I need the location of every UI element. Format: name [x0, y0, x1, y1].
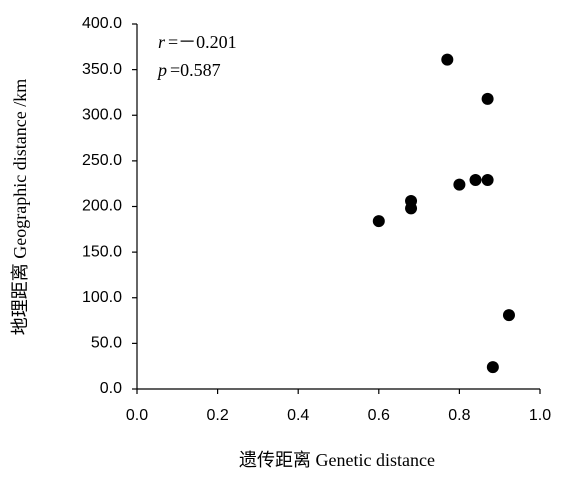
data-point: [441, 53, 454, 66]
annotation: r =－0.201: [158, 32, 237, 52]
data-point: [453, 178, 466, 191]
x-tick-label: 0.0: [126, 407, 148, 424]
annotation-text: =0.587: [170, 60, 221, 80]
data-point: [502, 309, 515, 322]
y-tick-label: 200.0: [82, 198, 122, 215]
data-point: [405, 202, 418, 215]
annotation-symbol: p: [156, 60, 167, 80]
x-tick-label: 1.0: [529, 407, 551, 424]
annotation: p =0.587: [156, 60, 221, 80]
y-tick-label: 300.0: [82, 106, 122, 123]
y-tick-label: 0.0: [100, 380, 122, 397]
x-tick-label: 0.8: [448, 407, 470, 424]
y-tick-label: 100.0: [82, 289, 122, 306]
data-point: [481, 92, 494, 105]
annotation-text: =－0.201: [168, 32, 237, 52]
data-point: [481, 174, 494, 187]
y-tick-label: 50.0: [91, 335, 122, 352]
y-axis-label: 地理距离 Geographic distance /km: [10, 79, 30, 335]
y-tick-label: 400.0: [82, 15, 122, 32]
data-point: [469, 174, 482, 187]
x-tick-label: 0.2: [206, 407, 228, 424]
annotation-symbol: r: [158, 32, 166, 52]
x-tick-label: 0.4: [287, 407, 309, 424]
data-point: [372, 215, 385, 228]
y-tick-label: 150.0: [82, 243, 122, 260]
x-axis-label: 遗传距离 Genetic distance: [239, 450, 435, 470]
x-tick-label: 0.6: [368, 407, 390, 424]
y-tick-label: 250.0: [82, 152, 122, 169]
y-tick-label: 350.0: [82, 61, 122, 78]
data-point: [486, 361, 499, 374]
